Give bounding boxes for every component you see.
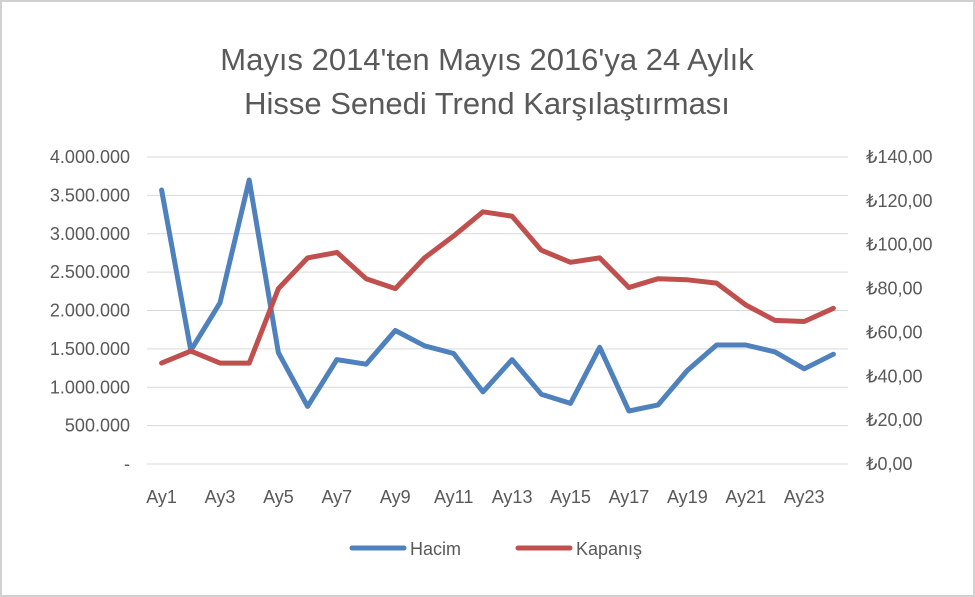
left-tick-label: 3.500.000 — [50, 185, 130, 205]
x-tick-label: Ay9 — [380, 487, 411, 507]
x-tick-label: Ay13 — [492, 487, 533, 507]
x-tick-label: Ay15 — [550, 487, 591, 507]
x-tick-label: Ay1 — [146, 487, 177, 507]
right-tick-label: ₺80,00 — [866, 279, 923, 299]
left-tick-label: 1.500.000 — [50, 339, 130, 359]
left-tick-label: 500.000 — [65, 416, 130, 436]
chart-title-line-2: Hisse Senedi Trend Karşılaştırması — [244, 86, 730, 121]
left-axis-ticks: - 500.000 1.000.000 1.500.000 2.000.000 2.500… — [50, 147, 130, 474]
series-line-hacim — [159, 177, 836, 414]
legend-label: Kapanış — [576, 539, 642, 559]
left-tick-label: 3.000.000 — [50, 224, 130, 244]
right-tick-label: ₺20,00 — [866, 410, 923, 430]
chart-title-line-1: Mayıs 2014'ten Mayıs 2016'ya 24 Aylık — [220, 42, 754, 77]
x-axis-ticks: Ay1 Ay3 Ay5 Ay7 Ay9 Ay11 Ay13 Ay15 Ay17 Ay19 Ay21 A… — [146, 487, 824, 507]
gridlines — [147, 156, 848, 465]
right-tick-label: ₺140,00 — [866, 147, 933, 167]
legend-label: Hacim — [410, 539, 461, 559]
x-tick-label: Ay23 — [784, 487, 825, 507]
x-tick-label: Ay17 — [609, 487, 650, 507]
x-tick-label: Ay5 — [263, 487, 294, 507]
left-tick-label: - — [124, 454, 130, 474]
left-tick-label: 4.000.000 — [50, 147, 130, 167]
series-line-kapanis — [159, 209, 836, 366]
legend: Hacim Kapanış — [349, 539, 642, 559]
right-tick-label: ₺100,00 — [866, 235, 933, 255]
right-tick-label: ₺120,00 — [866, 191, 933, 211]
x-tick-label: Ay21 — [725, 487, 766, 507]
right-tick-label: ₺60,00 — [866, 322, 923, 342]
x-tick-label: Ay3 — [205, 487, 236, 507]
x-tick-label: Ay11 — [434, 487, 473, 507]
right-axis-ticks: ₺0,00 ₺20,00 ₺40,00 ₺60,00 ₺80,00 ₺100,00 ₺120… — [866, 147, 933, 474]
left-tick-label: 2.000.000 — [50, 301, 130, 321]
series-lines — [159, 177, 836, 414]
right-tick-label: ₺0,00 — [866, 454, 913, 474]
right-tick-label: ₺40,00 — [866, 366, 923, 386]
left-tick-label: 1.000.000 — [50, 377, 130, 397]
x-tick-label: Ay7 — [322, 487, 353, 507]
x-tick-label: Ay19 — [667, 487, 708, 507]
left-tick-label: 2.500.000 — [50, 262, 130, 282]
